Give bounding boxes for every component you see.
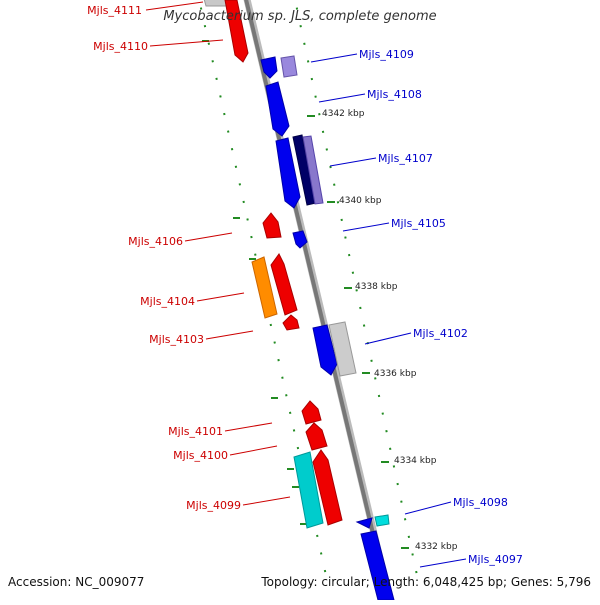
genome-title: Mycobacterium sp. JLS, complete genome	[163, 9, 437, 24]
leader-line-Mjls_4108	[318, 93, 366, 103]
gene-label-Mjls_4097: Mjls_4097	[468, 553, 523, 566]
genome-summary-text: Topology: circular; Length: 6,048,425 bp…	[261, 575, 591, 589]
gene-arrow-Mjls_4102	[312, 324, 338, 376]
leader-line-Mjls_4104	[196, 292, 245, 302]
leader-line-Mjls_4107	[329, 157, 377, 167]
gene-arrow-Mjls_4099	[312, 449, 343, 526]
leader-line-Mjls_4099	[242, 496, 291, 506]
forward-gene-labels: Mjls_4109 Mjls_4108 Mjls_4107 Mjls_4105 …	[359, 48, 523, 566]
gene-label-Mjls_4105: Mjls_4105	[391, 217, 446, 230]
gene-label-Mjls_4100: Mjls_4100	[173, 449, 228, 462]
gene-arrow-Mjls_4103	[282, 314, 300, 331]
leader-line-Mjls_4102	[364, 332, 412, 345]
forward-strand-genes	[260, 55, 395, 601]
leader-line-Mjls_4105	[342, 222, 390, 232]
leader-line-Mjls_4111	[145, 1, 204, 11]
gene-arrow-Mjls_4104-orange	[251, 256, 278, 319]
accession-text: Accession: NC_009077	[8, 575, 145, 589]
gene-label-Mjls_4107: Mjls_4107	[378, 152, 433, 165]
leader-line-Mjls_4103	[205, 330, 254, 340]
gene-arrow-Mjls_4111	[203, 0, 228, 7]
gene-label-Mjls_4109: Mjls_4109	[359, 48, 414, 61]
tick-label: 4338 kbp	[355, 282, 398, 292]
gene-label-Mjls_4099: Mjls_4099	[186, 499, 241, 512]
leader-line-Mjls_4106	[184, 232, 233, 242]
tick-label: 4342 kbp	[322, 109, 365, 119]
gene-label-Mjls_4101: Mjls_4101	[168, 425, 223, 438]
gene-label-Mjls_4102: Mjls_4102	[413, 327, 468, 340]
tick-label: 4336 kbp	[374, 369, 417, 379]
gene-arrow-Mjls_4104	[270, 253, 298, 316]
reverse-strand-genes	[203, 0, 343, 529]
gene-arrow-Mjls_4097	[360, 530, 395, 601]
gene-arrow-Mjls_4101	[301, 400, 322, 425]
leader-line-Mjls_4109	[310, 53, 358, 63]
gene-label-Mjls_4098: Mjls_4098	[453, 496, 508, 509]
gene-arrow-Mjls_4107-light	[302, 135, 324, 205]
gene-arrow-Mjls_4108	[265, 81, 290, 137]
gene-label-Mjls_4104: Mjls_4104	[140, 295, 195, 308]
gene-label-Mjls_4106: Mjls_4106	[128, 235, 183, 248]
gene-arrow-Mjls_4105	[292, 230, 308, 249]
gene-arrow-Mjls_4107	[275, 137, 301, 209]
leader-line-Mjls_4101	[224, 422, 273, 432]
leader-lines	[145, 1, 467, 568]
gene-arrow-Mjls_4102-gray	[328, 321, 357, 377]
tick-label: 4332 kbp	[415, 542, 458, 552]
gene-arrow-Mjls_4109-light	[280, 55, 298, 78]
gene-arrow-Mjls_4110	[224, 0, 249, 63]
leader-line-Mjls_4097	[419, 558, 467, 568]
gene-label-Mjls_4108: Mjls_4108	[367, 88, 422, 101]
leader-line-Mjls_4110	[149, 39, 224, 47]
gene-arrow-Mjls_4100	[305, 422, 328, 451]
leader-line-Mjls_4098	[404, 501, 452, 515]
gene-label-Mjls_4103: Mjls_4103	[149, 333, 204, 346]
gene-arrow-Mjls_4098	[355, 517, 373, 529]
scale-tick-labels: 4342 kbp 4340 kbp 4338 kbp 4336 kbp 4334…	[322, 109, 458, 552]
tick-label: 4334 kbp	[394, 456, 437, 466]
gene-label-Mjls_4111: Mjls_4111	[87, 4, 142, 17]
gene-arrow-Mjls_4106	[262, 212, 282, 239]
gene-label-Mjls_4110: Mjls_4110	[93, 40, 148, 53]
gene-arrow-Mjls_4098-cyan	[374, 514, 390, 527]
tick-label: 4340 kbp	[339, 196, 382, 206]
leader-line-Mjls_4100	[229, 445, 278, 456]
reverse-gene-labels: Mjls_4111 Mjls_4110 Mjls_4106 Mjls_4104 …	[87, 4, 241, 512]
gene-arrow-Mjls_4109	[260, 56, 278, 79]
gene-arrow-Mjls_4099-cyan	[293, 451, 324, 529]
